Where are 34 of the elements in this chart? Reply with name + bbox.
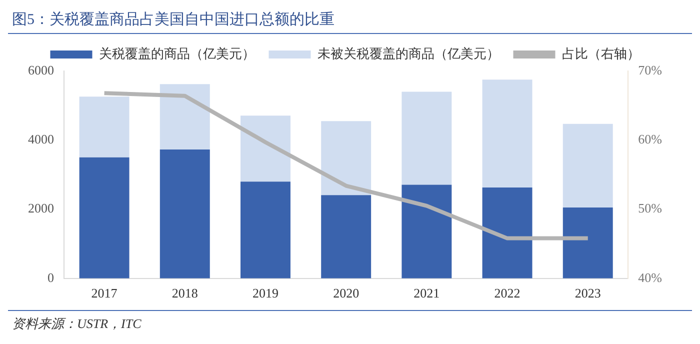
legend-label: 占比（右轴） (562, 46, 640, 61)
bar (160, 149, 210, 278)
bar (562, 208, 613, 278)
x-tick-label: 2021 (414, 286, 440, 301)
bar (321, 121, 372, 196)
bar (402, 184, 452, 278)
chart-title: 图5：关税覆盖商品占美国自中国进口总额的比重 (8, 8, 692, 34)
bar (240, 182, 290, 278)
bar (321, 195, 372, 278)
legend-label: 未被关税覆盖的商品（亿美元） (317, 46, 500, 61)
bar (402, 92, 452, 185)
x-tick-label: 2023 (574, 286, 601, 301)
y-tick-label: 2000 (28, 200, 54, 216)
y2-tick-label: 60% (638, 132, 662, 147)
y2-tick-label: 70% (638, 62, 662, 78)
bar (160, 84, 210, 150)
bar (79, 96, 130, 158)
x-tick-label: 2019 (252, 286, 278, 301)
y-tick-label: 6000 (28, 62, 54, 78)
y2-tick-label: 40% (638, 270, 662, 285)
y-tick-label: 0 (48, 270, 54, 285)
y2-tick-label: 50% (638, 200, 662, 216)
x-tick-label: 2018 (172, 286, 198, 301)
bar (79, 157, 130, 278)
bar (240, 116, 290, 182)
x-tick-label: 2020 (333, 286, 360, 301)
legend-label: 关税覆盖的商品（亿美元） (98, 46, 255, 61)
x-tick-label: 2022 (494, 286, 520, 301)
bar (482, 187, 532, 278)
bar (562, 124, 613, 208)
text: 资料来源：USTR，ITC (12, 316, 142, 331)
bar (482, 80, 532, 188)
y-tick-label: 4000 (28, 132, 54, 147)
x-tick-label: 2017 (91, 286, 118, 301)
